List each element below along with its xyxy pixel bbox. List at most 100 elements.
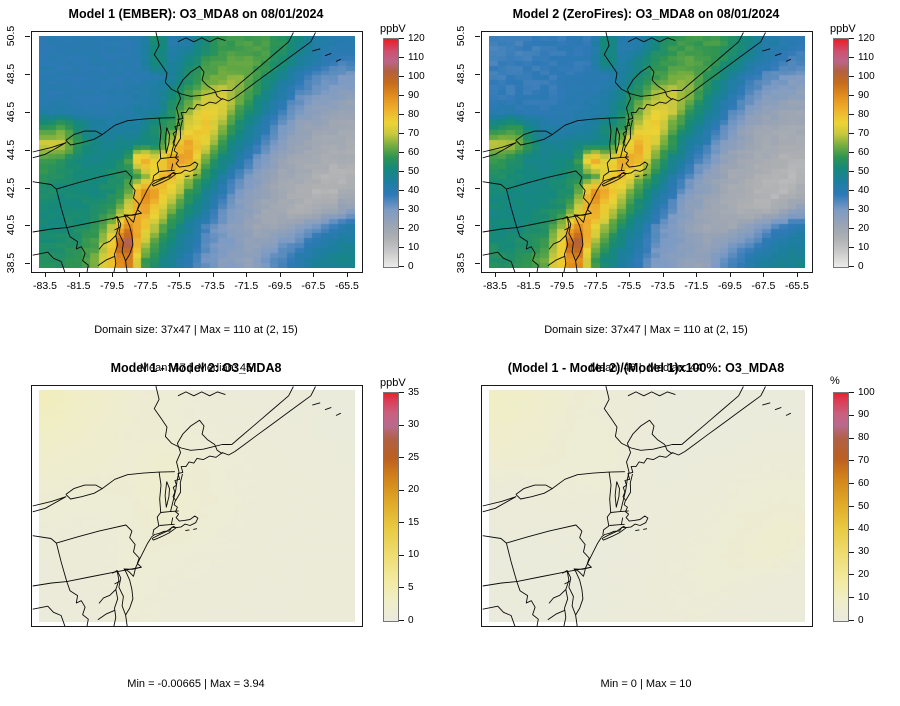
colorbar-tick-mark xyxy=(849,76,854,77)
y-tick-label: 50.5 xyxy=(5,25,17,46)
colorbar-tick-label: 15 xyxy=(408,516,420,528)
colorbar-tick-mark xyxy=(849,247,854,248)
colorbar-tick-mark xyxy=(849,551,854,553)
colorbar-tick-label: 10 xyxy=(858,591,870,603)
colorbar-tick-mark xyxy=(399,554,404,556)
colorbar-tick-label: 40 xyxy=(858,184,870,196)
stats-text: Min = 0 | Max = 10 Mean: 2.6 | Median: 1… xyxy=(481,653,811,706)
colorbar-tick-label: 70 xyxy=(858,127,870,139)
colorbar-tick-label: 0 xyxy=(408,260,414,272)
colorbar-tick-mark xyxy=(399,133,404,134)
colorbar-tick-mark xyxy=(849,38,854,39)
colorbar-tick-mark xyxy=(399,457,404,459)
difference-raster-map xyxy=(39,390,355,622)
y-tick-label: 42.5 xyxy=(5,177,17,198)
y-tick-label: 46.5 xyxy=(455,101,467,122)
colorbar-tick-mark xyxy=(399,57,404,58)
x-tick-mark xyxy=(179,272,181,277)
y-tick-label: 50.5 xyxy=(455,25,467,46)
colorbar-tick-label: 20 xyxy=(858,568,870,580)
colorbar-tick-label: 40 xyxy=(408,184,420,196)
y-tick-mark xyxy=(475,73,480,75)
x-tick-label: -79.5 xyxy=(550,280,575,292)
panel-title: Model 1 - Model 2: O3_MDA8 xyxy=(110,361,282,375)
x-tick-label: -73.5 xyxy=(200,280,225,292)
x-tick-mark xyxy=(78,272,80,277)
x-tick-label: -77.5 xyxy=(583,280,608,292)
x-tick-label: -73.5 xyxy=(650,280,675,292)
colorbar-tick-label: 0 xyxy=(858,614,864,626)
x-tick-mark xyxy=(346,272,348,277)
colorbar-tick-label: 100 xyxy=(408,70,425,82)
x-tick-label: -65.5 xyxy=(784,280,809,292)
x-tick-mark xyxy=(112,272,114,277)
y-tick-label: 48.5 xyxy=(455,63,467,84)
state-coastline-outlines xyxy=(482,385,791,627)
colorbar-tick-mark xyxy=(399,489,404,491)
x-tick-label: -77.5 xyxy=(133,280,158,292)
percent-difference-raster-map xyxy=(489,390,805,622)
y-tick-mark xyxy=(475,225,480,227)
x-tick-label: -79.5 xyxy=(100,280,125,292)
y-tick-mark xyxy=(25,225,30,227)
x-tick-label: -69.5 xyxy=(267,280,292,292)
x-tick-label: -71.5 xyxy=(234,280,259,292)
colorbar-tick-label: 20 xyxy=(858,222,870,234)
colorbar-tick-label: 110 xyxy=(408,51,424,63)
colorbar-tick-mark xyxy=(849,114,854,115)
colorbar-tick-label: 10 xyxy=(858,241,870,253)
y-tick-mark xyxy=(475,263,480,265)
colorbar-tick-mark xyxy=(849,133,854,134)
stats-line2: Mean: 46 | Median: 44 xyxy=(589,361,703,374)
x-tick-mark xyxy=(145,272,147,277)
colorbar-tick-mark xyxy=(849,460,854,462)
colorbar-tick-label: 25 xyxy=(408,451,420,463)
colorbar-unit-label: ppbV xyxy=(380,23,406,35)
y-tick-label: 38.5 xyxy=(5,253,17,274)
y-tick-label: 44.5 xyxy=(455,139,467,160)
colorbar-unit-label: ppbV xyxy=(380,377,406,389)
colorbar-tick-label: 5 xyxy=(408,581,414,593)
colorbar-gradient xyxy=(833,392,849,622)
colorbar-tick-mark xyxy=(849,190,854,191)
colorbar-tick-mark xyxy=(399,209,404,210)
y-tick-mark xyxy=(475,35,480,37)
panel-title: Model 1 (EMBER): O3_MDA8 on 08/01/2024 xyxy=(68,7,324,21)
colorbar-tick-label: 60 xyxy=(408,146,420,158)
colorbar-tick-label: 80 xyxy=(858,432,870,444)
stats-line1: Min = 0 | Max = 10 xyxy=(600,678,692,690)
ozone-raster-map xyxy=(39,36,355,268)
colorbar-tick-mark xyxy=(849,171,854,172)
y-tick-mark xyxy=(25,187,30,189)
y-tick-mark xyxy=(25,111,30,113)
colorbar-tick-label: 20 xyxy=(408,484,420,496)
colorbar-tick-mark xyxy=(849,266,854,267)
x-tick-mark xyxy=(313,272,315,277)
colorbar-tick-mark xyxy=(399,424,404,426)
y-tick-mark xyxy=(25,35,30,37)
colorbar-tick-mark xyxy=(849,574,854,576)
x-tick-label: -75.5 xyxy=(167,280,192,292)
colorbar-tick-label: 120 xyxy=(408,32,425,44)
y-tick-label: 44.5 xyxy=(5,139,17,160)
colorbar-tick-label: 30 xyxy=(408,203,420,215)
colorbar-tick-label: 70 xyxy=(408,127,420,139)
x-tick-mark xyxy=(763,272,765,277)
colorbar-tick-mark xyxy=(849,209,854,210)
x-tick-label: -67.5 xyxy=(751,280,776,292)
x-tick-mark xyxy=(45,272,46,277)
stats-text: Domain size: 37x47 | Max = 110 at (2, 15… xyxy=(31,299,361,399)
colorbar-tick-label: 0 xyxy=(408,614,414,626)
colorbar-tick-label: 90 xyxy=(408,89,420,101)
colorbar-tick-mark xyxy=(849,528,854,530)
colorbar-tick-mark xyxy=(399,620,404,621)
y-tick-mark xyxy=(475,149,480,151)
colorbar-tick-label: 100 xyxy=(858,386,875,398)
x-tick-label: -83.5 xyxy=(483,280,507,292)
colorbar-gradient xyxy=(383,38,399,268)
state-coastline-outlines xyxy=(32,31,341,273)
x-tick-mark xyxy=(729,272,731,277)
colorbar-tick-mark xyxy=(399,114,404,115)
state-coastline-outlines xyxy=(482,31,791,273)
colorbar-tick-mark xyxy=(399,190,404,191)
